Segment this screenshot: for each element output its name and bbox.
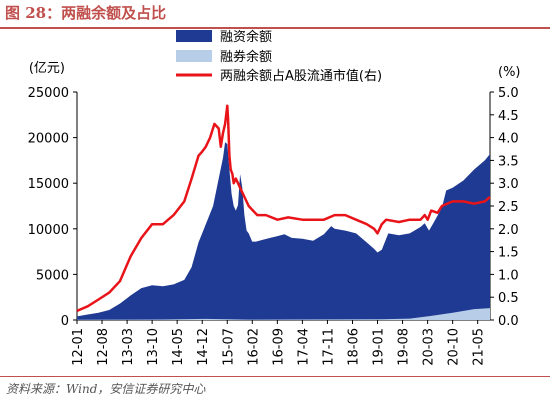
x-tick-label: 16-09 xyxy=(271,328,286,366)
figure-title: 图 28：两融余额及占比 xyxy=(5,4,167,22)
right-tick-label: 2.5 xyxy=(498,200,519,215)
right-tick-label: 5.0 xyxy=(498,86,519,101)
source-note: 资料来源：Wind，安信证券研究中心 xyxy=(6,382,206,396)
x-tick-label: 19-08 xyxy=(397,328,412,366)
title-divider xyxy=(0,27,550,29)
left-tick-label: 5000 xyxy=(36,268,69,283)
source-divider xyxy=(0,376,550,377)
right-tick-label: 4.5 xyxy=(498,109,519,124)
right-tick-label: 4.0 xyxy=(498,132,519,147)
legend-swatch-securities xyxy=(176,50,212,62)
x-tick-label: 17-11 xyxy=(321,328,336,366)
left-axis-unit: (亿元) xyxy=(29,61,65,76)
x-tick-label: 17-04 xyxy=(296,328,311,366)
right-tick-label: 1.0 xyxy=(498,268,519,283)
left-tick-label: 15000 xyxy=(28,177,69,192)
left-tick-label: 20000 xyxy=(28,132,69,147)
x-tick-label: 14-12 xyxy=(196,328,211,366)
x-tick-label: 13-10 xyxy=(146,328,161,366)
x-tick-label: 18-06 xyxy=(346,328,361,366)
x-tick-label: 12-01 xyxy=(71,328,86,366)
right-tick-label: 2.0 xyxy=(498,223,519,238)
left-tick-label: 25000 xyxy=(28,86,69,101)
right-tick-label: 3.5 xyxy=(498,154,519,169)
x-tick-label: 12-08 xyxy=(96,328,111,366)
ratio-line xyxy=(76,104,491,313)
right-tick-label: 3.0 xyxy=(498,177,519,192)
x-tick-label: 14-05 xyxy=(171,328,186,366)
x-tick-label: 20-10 xyxy=(447,328,462,366)
plot-area xyxy=(76,104,491,320)
left-tick-label: 0 xyxy=(61,314,69,329)
right-tick-label: 0.5 xyxy=(498,291,519,306)
right-axis-unit: (%) xyxy=(498,65,521,80)
left-tick-label: 10000 xyxy=(28,223,69,238)
financing-balance-area xyxy=(77,142,490,320)
legend-label: 融资余额 xyxy=(220,29,272,45)
securities-lending-area xyxy=(77,308,490,320)
chart-axes: 0 5000 10000 15000 20000 25000 (亿元) 0.0 0.5 1.0 1.… xyxy=(28,61,521,329)
x-tick-label: 21-05 xyxy=(472,328,487,366)
legend-swatch-financing xyxy=(176,30,212,42)
right-tick-label: 1.5 xyxy=(498,246,519,261)
x-tick-label: 20-03 xyxy=(422,328,437,366)
legend-label: 两融余额占A股流通市值(右) xyxy=(220,68,382,84)
x-tick-label: 16-02 xyxy=(246,328,261,366)
x-tick-label: 15-07 xyxy=(221,328,236,366)
right-tick-label: 0.0 xyxy=(498,314,519,329)
x-tick-label: 13-03 xyxy=(121,328,136,366)
x-axis-ticks: 12-01 12-08 13-03 13-10 14-05 14-12 15-07 16-02… xyxy=(71,320,487,366)
legend-label: 融券余额 xyxy=(220,49,272,65)
x-tick-label: 19-01 xyxy=(372,328,387,366)
